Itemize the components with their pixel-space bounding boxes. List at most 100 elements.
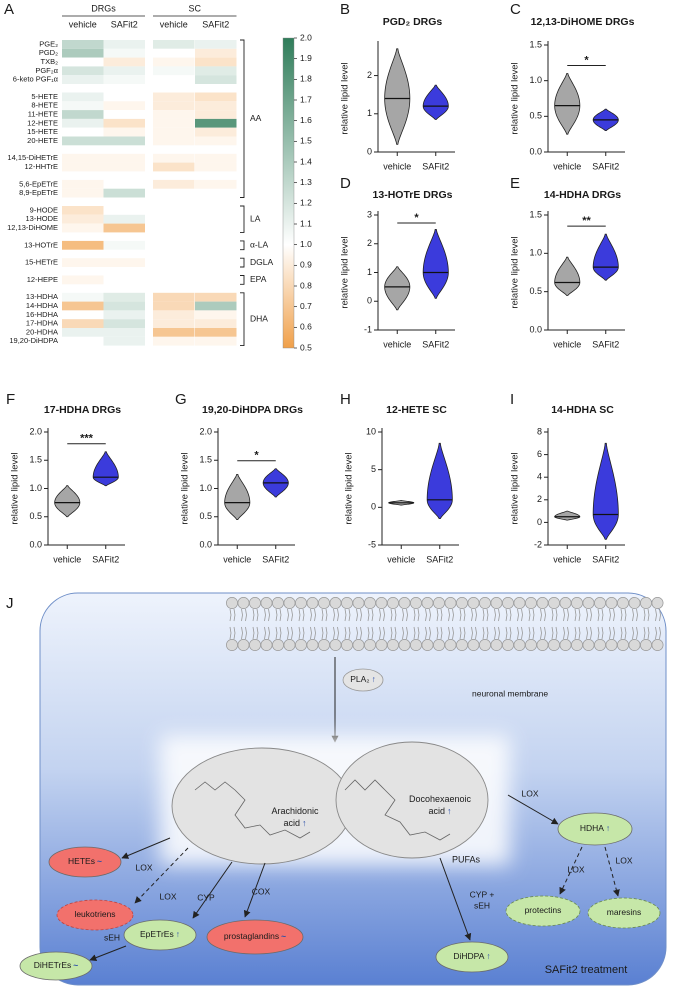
heat-cell	[103, 101, 145, 111]
lipid-head	[571, 597, 583, 609]
x-tick-label: vehicle	[387, 554, 415, 564]
heat-cell	[103, 92, 145, 102]
lipid-head	[398, 597, 411, 609]
lipid-head	[617, 639, 629, 651]
heat-cell	[195, 110, 237, 119]
x-tick-label: vehicle	[53, 554, 81, 564]
lipid-head	[651, 639, 664, 651]
lipid-head	[421, 597, 434, 609]
group-bracket	[240, 292, 245, 347]
lipid-tail	[482, 608, 489, 640]
chart-title: PGD₂ DRGs	[383, 16, 443, 28]
label-text: acid	[283, 818, 300, 828]
node-label: acid ↑	[428, 806, 451, 816]
y-tick-label: 1.5	[529, 209, 542, 219]
violin	[54, 485, 81, 518]
lipid-head	[502, 597, 514, 609]
heat-cell	[62, 127, 104, 137]
label-text: EpETrEs	[140, 929, 174, 939]
heat-cell	[62, 40, 104, 49]
edge-label: CYP +	[470, 889, 495, 899]
heat-cell	[153, 301, 195, 311]
panel-label: C	[510, 1, 521, 18]
colorbar-tick-label: 1.0	[300, 239, 312, 249]
change-symbol: ↑	[372, 674, 376, 684]
x-tick-label: SAFit2	[426, 554, 453, 564]
row-label: 19,20-DiHDPA	[9, 336, 58, 345]
node-label: HDHA ↑	[580, 823, 610, 833]
row-label: 20-HDHA	[26, 327, 58, 336]
lipid-head	[628, 639, 641, 651]
group-name: LA	[250, 213, 261, 223]
label-text: Arachidonic	[271, 806, 319, 816]
y-tick-label: 1.0	[529, 75, 542, 85]
metabolite-node	[48, 846, 122, 878]
x-tick-label: SAFit2	[592, 161, 619, 171]
lipid-tail	[229, 608, 236, 640]
lipid-tail	[333, 608, 339, 640]
lipid-tail	[609, 608, 615, 640]
heat-cell	[62, 136, 104, 146]
lipid-tail	[643, 608, 650, 640]
heat-cell	[62, 319, 104, 328]
heat-cell	[153, 153, 195, 163]
x-tick-label: vehicle	[223, 554, 251, 564]
node-label: protectins	[525, 905, 562, 915]
row-label: 16-HDHA	[26, 310, 58, 319]
arrow	[507, 794, 559, 825]
lipid-tail	[436, 608, 443, 640]
significance-label: **	[582, 215, 591, 227]
colorbar-tick-label: 2.0	[300, 32, 312, 42]
node-label: maresins	[607, 907, 641, 917]
row-label: 14,15-DiHETrE	[7, 153, 58, 162]
y-tick-label: 0.5	[199, 511, 212, 521]
arrow	[134, 847, 189, 904]
heat-cell	[62, 162, 104, 172]
lipid-tail	[402, 608, 408, 640]
lipid-head	[594, 597, 606, 609]
y-tick-label: 0	[537, 517, 542, 527]
change-symbol: ↑	[176, 929, 180, 939]
y-tick-label: 0.0	[199, 539, 212, 549]
arrow	[559, 846, 583, 895]
panel-label: G	[175, 391, 187, 408]
heat-cell	[103, 127, 145, 137]
panel-label: E	[510, 175, 520, 192]
lipid-tail	[528, 608, 535, 640]
y-tick-label: 0	[367, 146, 372, 156]
molecule	[344, 779, 451, 841]
lipid-tail	[505, 608, 512, 640]
group-name: DGLA	[250, 257, 273, 267]
row-label: 13-HOTrE	[24, 240, 58, 249]
change-symbol: ↑	[486, 951, 490, 961]
row-label: 20-HETE	[27, 136, 58, 145]
heat-cell	[195, 179, 237, 189]
heat-cell	[62, 48, 104, 58]
heat-cell	[103, 301, 145, 311]
lipid-head	[456, 597, 468, 609]
heat-cell	[195, 136, 237, 146]
change-symbol: ↑	[302, 818, 307, 828]
lipid-head	[525, 597, 537, 609]
heat-cell	[103, 292, 145, 302]
violin	[592, 442, 619, 540]
heat-cell	[153, 40, 195, 49]
lipid-head	[467, 597, 480, 609]
x-tick-label: vehicle	[383, 339, 411, 349]
lipid-tail	[517, 608, 523, 640]
x-tick-label: vehicle	[553, 554, 581, 564]
x-tick-label: SAFit2	[592, 554, 619, 564]
violin	[554, 256, 581, 296]
y-axis-label: relative lipid level	[510, 452, 521, 524]
x-tick-label: SAFit2	[422, 161, 449, 171]
edge-label: sEH	[474, 900, 490, 910]
violin	[554, 73, 581, 135]
membrane-label: neuronal membrane	[472, 688, 548, 698]
colorbar-tick-label: 0.7	[300, 301, 312, 311]
lipid-head	[295, 639, 307, 651]
violin	[422, 84, 449, 120]
y-tick-label: 4	[537, 472, 542, 482]
y-tick-label: 0.0	[29, 539, 42, 549]
y-tick-label: -5	[368, 539, 376, 549]
group-name: DHA	[250, 313, 268, 323]
